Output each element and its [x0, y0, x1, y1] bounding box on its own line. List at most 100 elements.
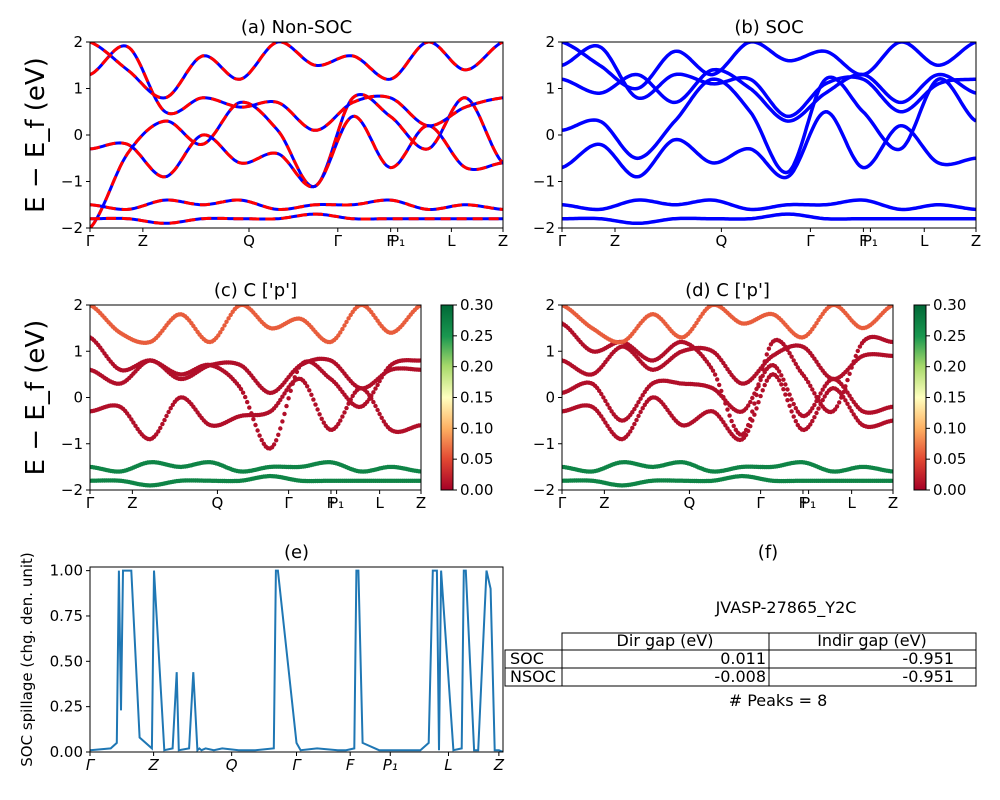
band-point: [712, 372, 718, 377]
xtick-label: Z: [127, 494, 137, 512]
band-point: [373, 386, 378, 391]
band-point: [748, 424, 753, 429]
band-point: [371, 390, 376, 395]
xtick-label: Q: [715, 232, 727, 250]
band-point: [777, 378, 782, 383]
band-point: [601, 417, 606, 422]
band-point: [313, 402, 318, 407]
xtick-label: F: [386, 232, 395, 250]
band-point: [845, 401, 850, 406]
band-point: [336, 421, 341, 427]
plot-frame: [89, 304, 422, 491]
table-row-soc-label: SOC: [510, 649, 544, 668]
xtick-label: Z: [138, 232, 148, 250]
band-point: [791, 414, 796, 419]
band-point: [890, 353, 893, 359]
band-point: [133, 423, 138, 428]
band-point: [162, 417, 167, 423]
xtick-label: L: [920, 232, 929, 250]
band-point: [375, 407, 380, 413]
xtick-label: Γ: [806, 232, 815, 250]
band-point: [309, 392, 314, 397]
band-point: [793, 361, 798, 367]
band-point: [789, 354, 794, 359]
band-point: [381, 419, 386, 424]
band-point: [636, 413, 641, 419]
band-point: [346, 401, 351, 406]
band-point: [847, 393, 852, 398]
band-line-overlay: [90, 42, 503, 100]
band-point: [245, 399, 250, 405]
band-point: [634, 417, 639, 423]
band-point: [793, 419, 798, 424]
band-point: [305, 384, 310, 389]
band-line-overlay: [90, 44, 503, 132]
band-point: [251, 417, 256, 422]
band-point: [319, 416, 324, 421]
band-point: [278, 426, 283, 431]
panel-e: (e) SOC spillage (chg. den. unit) 1.00 0.75…: [18, 542, 505, 774]
colorbar-tick-label: 0.20: [933, 358, 966, 376]
band-point: [379, 415, 384, 420]
xtick-label: Z: [147, 756, 159, 774]
ytick-label: 1: [545, 80, 555, 98]
band-point: [803, 376, 809, 382]
band-point: [752, 401, 757, 406]
band-line-overlay: [90, 198, 503, 211]
band-point: [843, 387, 848, 392]
band-point: [692, 323, 697, 329]
band-point: [890, 418, 893, 423]
ytick-label: −2: [533, 481, 555, 499]
band-point: [636, 400, 641, 405]
band-point: [814, 398, 819, 404]
band-point: [630, 410, 635, 415]
ytick-label: −1: [61, 435, 83, 453]
band-point: [418, 423, 421, 428]
band-point: [247, 405, 252, 410]
colorbar-tick-label: 0.30: [460, 296, 493, 314]
band-point: [758, 377, 763, 383]
ytick-label: 1: [545, 342, 555, 360]
panel-b-title: (b) SOC: [734, 17, 803, 38]
xtick-label: Q: [226, 756, 238, 774]
band-point: [599, 414, 604, 419]
xtick-label: Γ: [334, 232, 343, 250]
xtick-label: Z: [498, 232, 508, 250]
colorbar-tick-label: 0.30: [933, 296, 966, 314]
xtick-label: F: [327, 494, 336, 512]
ytick-label: 2: [73, 296, 83, 314]
band-point: [164, 413, 169, 419]
band-point: [855, 348, 860, 354]
band-line: [562, 198, 976, 212]
band-point: [243, 394, 248, 400]
xtick-label: Γ: [756, 494, 765, 512]
band-point: [762, 382, 767, 388]
band-point: [131, 420, 136, 425]
band-line: [562, 212, 976, 226]
band-point: [779, 373, 784, 378]
band-point: [307, 388, 312, 393]
band-point: [286, 396, 291, 401]
colorbar-tick-label: 0.00: [933, 481, 966, 499]
band-point: [603, 398, 608, 404]
plot-frame: [561, 304, 894, 491]
band-point: [638, 396, 643, 401]
xtick-label: Γ: [86, 756, 96, 774]
band-line: [562, 42, 976, 91]
ytick-label: 0: [73, 126, 83, 144]
band-point: [222, 323, 227, 328]
xtick-label: Q: [684, 494, 696, 512]
band-line: [562, 44, 976, 119]
band-point: [605, 402, 610, 407]
xtick-label: Z: [971, 232, 981, 250]
ytick-label: 0.25: [50, 698, 83, 716]
material-id: JVASP-27865_Y2C: [715, 598, 857, 618]
band-point: [812, 402, 817, 408]
xtick-label: Γ: [86, 232, 95, 250]
band-point: [750, 409, 755, 414]
band-point: [857, 344, 863, 349]
band-point: [282, 391, 287, 396]
ytick-label: 1: [73, 80, 83, 98]
panel-f-title: (f): [758, 542, 778, 563]
band-point: [750, 395, 755, 401]
